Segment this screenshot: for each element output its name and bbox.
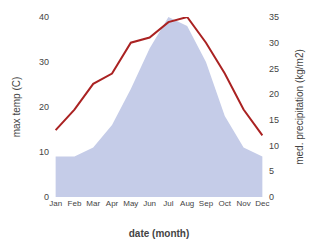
svg-text:5: 5 [269,166,274,176]
svg-text:Oct: Oct [219,199,232,208]
svg-text:Sep: Sep [199,199,214,208]
svg-text:Jan: Jan [49,199,62,208]
svg-text:35: 35 [269,12,279,22]
svg-text:Jun: Jun [143,199,156,208]
svg-text:Mar: Mar [86,199,100,208]
svg-text:30: 30 [269,38,279,48]
svg-text:Feb: Feb [68,199,82,208]
svg-text:Nov: Nov [236,199,250,208]
svg-text:med. precipitation (kg/m2): med. precipitation (kg/m2) [294,49,305,165]
svg-text:10: 10 [269,141,279,151]
svg-text:May: May [123,199,138,208]
svg-text:Dec: Dec [255,199,269,208]
svg-text:40: 40 [39,12,49,22]
svg-text:Aug: Aug [180,199,194,208]
svg-text:max temp (C): max temp (C) [11,77,22,138]
svg-text:10: 10 [39,147,49,157]
svg-text:20: 20 [269,89,279,99]
svg-text:date (month): date (month) [129,228,190,239]
svg-text:20: 20 [39,102,49,112]
svg-text:Apr: Apr [106,199,119,208]
svg-text:15: 15 [269,115,279,125]
svg-text:0: 0 [269,192,274,202]
svg-text:25: 25 [269,64,279,74]
svg-text:30: 30 [39,57,49,67]
svg-text:0: 0 [44,192,49,202]
svg-text:Jul: Jul [163,199,173,208]
